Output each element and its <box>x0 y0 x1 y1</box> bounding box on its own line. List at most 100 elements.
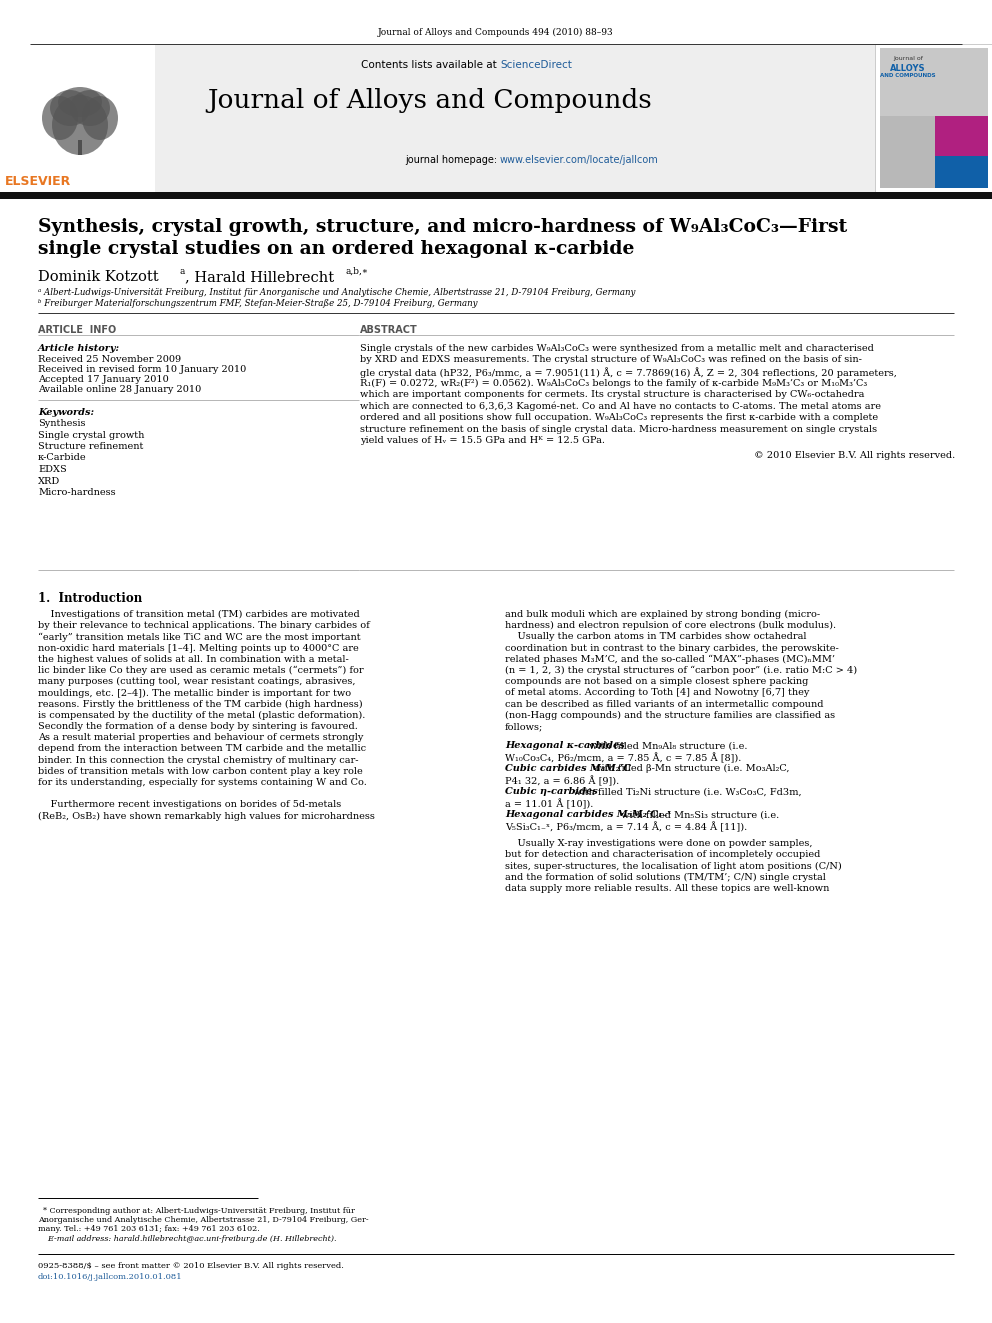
Text: but for detection and characterisation of incompletely occupied: but for detection and characterisation o… <box>505 851 820 860</box>
Text: ᵇ Freiburger Materialforschungszentrum FMF, Stefan-Meier-Straße 25, D-79104 Frei: ᵇ Freiburger Materialforschungszentrum F… <box>38 299 477 308</box>
Text: for its understanding, especially for systems containing W and Co.: for its understanding, especially for sy… <box>38 778 367 787</box>
Text: compounds are not based on a simple closest sphere packing: compounds are not based on a simple clos… <box>505 677 808 687</box>
Text: Accepted 17 January 2010: Accepted 17 January 2010 <box>38 374 169 384</box>
Bar <box>935 156 988 188</box>
Text: Available online 28 January 2010: Available online 28 January 2010 <box>38 385 201 394</box>
Text: 0925-8388/$ – see front matter © 2010 Elsevier B.V. All rights reserved.: 0925-8388/$ – see front matter © 2010 El… <box>38 1262 344 1270</box>
Text: W₁₀Co₃C₄, P6₂/mcm, a = 7.85 Å, c = 7.85 Å [8]).: W₁₀Co₃C₄, P6₂/mcm, a = 7.85 Å, c = 7.85 … <box>505 753 741 763</box>
Text: Journal of: Journal of <box>893 56 923 61</box>
Text: doi:10.1016/j.jallcom.2010.01.081: doi:10.1016/j.jallcom.2010.01.081 <box>38 1273 183 1281</box>
Ellipse shape <box>50 90 90 126</box>
Text: XRD: XRD <box>38 476 61 486</box>
Text: Journal of Alloys and Compounds 494 (2010) 88–93: Journal of Alloys and Compounds 494 (201… <box>378 28 614 37</box>
Text: * Corresponding author at: Albert-Ludwigs-Universität Freiburg, Institut für: * Corresponding author at: Albert-Ludwig… <box>38 1207 355 1215</box>
Text: Contents lists available at: Contents lists available at <box>361 60 500 70</box>
Text: gle crystal data (hP32, P6₃/mmc, a = 7.9051(11) Å, c = 7.7869(16) Å, Z = 2, 304 : gle crystal data (hP32, P6₃/mmc, a = 7.9… <box>360 366 897 378</box>
Text: Usually X-ray investigations were done on powder samples,: Usually X-ray investigations were done o… <box>505 839 812 848</box>
Text: by XRD and EDXS measurements. The crystal structure of W₉Al₃CoC₃ was refined on : by XRD and EDXS measurements. The crysta… <box>360 356 862 365</box>
Text: Structure refinement: Structure refinement <box>38 442 144 451</box>
Text: Synthesis: Synthesis <box>38 419 85 429</box>
Bar <box>0 192 992 198</box>
Text: Received 25 November 2009: Received 25 November 2009 <box>38 355 182 364</box>
Ellipse shape <box>58 87 102 116</box>
Text: with filled β-Mn structure (i.e. Mo₃Al₂C,: with filled β-Mn structure (i.e. Mo₃Al₂C… <box>590 765 790 774</box>
Ellipse shape <box>42 97 78 140</box>
Text: Micro-hardness: Micro-hardness <box>38 488 116 497</box>
Text: Received in revised form 10 January 2010: Received in revised form 10 January 2010 <box>38 365 246 374</box>
Text: R₁(F) = 0.0272, wR₂(F²) = 0.0562). W₉Al₃CoC₃ belongs to the family of κ-carbide : R₁(F) = 0.0272, wR₂(F²) = 0.0562). W₉Al₃… <box>360 378 867 388</box>
Text: Furthermore recent investigations on borides of 5d-metals: Furthermore recent investigations on bor… <box>38 800 341 810</box>
Text: ALLOYS: ALLOYS <box>890 64 926 73</box>
Text: © 2010 Elsevier B.V. All rights reserved.: © 2010 Elsevier B.V. All rights reserved… <box>754 451 955 460</box>
Ellipse shape <box>82 97 118 140</box>
Ellipse shape <box>52 95 108 155</box>
Text: hardness) and electron repulsion of core electrons (bulk modulus).: hardness) and electron repulsion of core… <box>505 622 836 630</box>
Text: bides of transition metals with low carbon content play a key role: bides of transition metals with low carb… <box>38 767 363 775</box>
Text: ScienceDirect: ScienceDirect <box>500 60 571 70</box>
Text: many purposes (cutting tool, wear resistant coatings, abrasives,: many purposes (cutting tool, wear resist… <box>38 677 355 687</box>
Text: many. Tel.: +49 761 203 6131; fax: +49 761 203 6102.: many. Tel.: +49 761 203 6131; fax: +49 7… <box>38 1225 260 1233</box>
Text: with filled Ti₂Ni structure (i.e. W₃Co₃C, Fd3m,: with filled Ti₂Ni structure (i.e. W₃Co₃C… <box>569 787 802 796</box>
Bar <box>0 44 155 192</box>
Text: Keywords:: Keywords: <box>38 407 94 417</box>
Text: with filled Mn₉Al₈ structure (i.e.: with filled Mn₉Al₈ structure (i.e. <box>586 741 748 750</box>
Text: coordination but in contrast to the binary carbides, the perowskite-: coordination but in contrast to the bina… <box>505 643 839 652</box>
Text: follows;: follows; <box>505 722 544 732</box>
Text: Synthesis, crystal growth, structure, and micro-hardness of W₉Al₃CoC₃—First: Synthesis, crystal growth, structure, an… <box>38 218 847 235</box>
Text: can be described as filled variants of an intermetallic compound: can be described as filled variants of a… <box>505 700 823 709</box>
Text: ordered and all positions show full occupation. W₉Al₃CoC₃ represents the first κ: ordered and all positions show full occu… <box>360 413 878 422</box>
Polygon shape <box>78 140 82 155</box>
Text: As a result material properties and behaviour of cermets strongly: As a result material properties and beha… <box>38 733 363 742</box>
Text: Dominik Kotzott: Dominik Kotzott <box>38 270 159 284</box>
Text: the highest values of solids at all. In combination with a metal-: the highest values of solids at all. In … <box>38 655 349 664</box>
Text: by their relevance to technical applications. The binary carbides of: by their relevance to technical applicat… <box>38 622 370 630</box>
Text: EDXS: EDXS <box>38 464 66 474</box>
Text: and the formation of solid solutions (TM/TM’; C/N) single crystal: and the formation of solid solutions (TM… <box>505 873 826 882</box>
Bar <box>0 44 992 192</box>
Text: of metal atoms. According to Toth [4] and Nowotny [6,7] they: of metal atoms. According to Toth [4] an… <box>505 688 809 697</box>
Text: κ-Carbide: κ-Carbide <box>38 454 86 463</box>
Text: (n = 1, 2, 3) the crystal structures of “carbon poor” (i.e. ratio M:C > 4): (n = 1, 2, 3) the crystal structures of … <box>505 665 857 675</box>
Text: data supply more reliable results. All these topics are well-known: data supply more reliable results. All t… <box>505 884 829 893</box>
Text: ARTICLE  INFO: ARTICLE INFO <box>38 325 116 335</box>
Bar <box>880 116 935 188</box>
Text: and bulk moduli which are explained by strong bonding (micro-: and bulk moduli which are explained by s… <box>505 610 820 619</box>
Text: ELSEVIER: ELSEVIER <box>5 175 71 188</box>
Text: Investigations of transition metal (TM) carbides are motivated: Investigations of transition metal (TM) … <box>38 610 360 619</box>
Text: Single crystal growth: Single crystal growth <box>38 430 145 439</box>
Text: yield values of Hᵥ = 15.5 GPa and Hᴷ = 12.5 GPa.: yield values of Hᵥ = 15.5 GPa and Hᴷ = 1… <box>360 437 605 445</box>
Text: Article history:: Article history: <box>38 344 120 353</box>
Text: , Harald Hillebrecht: , Harald Hillebrecht <box>185 270 334 284</box>
Text: non-oxidic hard materials [1–4]. Melting points up to 4000°C are: non-oxidic hard materials [1–4]. Melting… <box>38 643 359 652</box>
Text: a: a <box>179 267 185 277</box>
Text: www.elsevier.com/locate/jallcom: www.elsevier.com/locate/jallcom <box>500 155 659 165</box>
Text: Journal of Alloys and Compounds: Journal of Alloys and Compounds <box>207 89 653 112</box>
Text: Cubic η-carbides: Cubic η-carbides <box>505 787 598 796</box>
Text: a = 11.01 Å [10]).: a = 11.01 Å [10]). <box>505 799 593 810</box>
Text: which are important components for cermets. Its crystal structure is characteris: which are important components for cerme… <box>360 390 864 400</box>
Text: lic binder like Co they are used as ceramic metals (“cermets”) for: lic binder like Co they are used as cera… <box>38 665 364 675</box>
Text: Single crystals of the new carbides W₉Al₃CoC₃ were synthesized from a metallic m: Single crystals of the new carbides W₉Al… <box>360 344 874 353</box>
Bar <box>5 48 150 156</box>
Text: Hexagonal κ-carbides: Hexagonal κ-carbides <box>505 741 625 750</box>
Text: Cubic carbides M₈M₂’C: Cubic carbides M₈M₂’C <box>505 765 631 773</box>
Text: with filled Mn₅Si₃ structure (i.e.: with filled Mn₅Si₃ structure (i.e. <box>618 810 780 819</box>
Text: single crystal studies on an ordered hexagonal κ-carbide: single crystal studies on an ordered hex… <box>38 239 634 258</box>
Text: Usually the carbon atoms in TM carbides show octahedral: Usually the carbon atoms in TM carbides … <box>505 632 806 642</box>
Text: journal homepage:: journal homepage: <box>405 155 500 165</box>
Text: “early” transition metals like TiC and WC are the most important: “early” transition metals like TiC and W… <box>38 632 361 642</box>
Text: Anorganische und Analytische Chemie, Albertstrasse 21, D-79104 Freiburg, Ger-: Anorganische und Analytische Chemie, Alb… <box>38 1216 369 1224</box>
Text: V₅Si₃C₁₋ˣ, P6₃/mcm, a = 7.14 Å, c = 4.84 Å [11]).: V₅Si₃C₁₋ˣ, P6₃/mcm, a = 7.14 Å, c = 4.84… <box>505 822 747 832</box>
Text: harald.hillebrecht@ac.uni-freiburg.de (H. Hillebrecht).: harald.hillebrecht@ac.uni-freiburg.de (H… <box>38 1246 261 1254</box>
Text: binder. In this connection the crystal chemistry of multinary car-: binder. In this connection the crystal c… <box>38 755 358 765</box>
Text: mouldings, etc. [2–4]). The metallic binder is important for two: mouldings, etc. [2–4]). The metallic bin… <box>38 688 351 697</box>
Text: sites, super-structures, the localisation of light atom positions (C/N): sites, super-structures, the localisatio… <box>505 861 842 871</box>
Bar <box>935 116 988 156</box>
Text: ABSTRACT: ABSTRACT <box>360 325 418 335</box>
Text: Hexagonal carbides M₅M₂’C₁₋ˣ: Hexagonal carbides M₅M₂’C₁₋ˣ <box>505 810 671 819</box>
Text: E-mail address: harald.hillebrecht@ac.uni-freiburg.de (H. Hillebrecht).: E-mail address: harald.hillebrecht@ac.un… <box>38 1234 336 1244</box>
Text: reasons. Firstly the brittleness of the TM carbide (high hardness): reasons. Firstly the brittleness of the … <box>38 700 363 709</box>
Bar <box>155 44 875 192</box>
Text: a,b,∗: a,b,∗ <box>345 267 368 277</box>
Text: Secondly the formation of a dense body by sintering is favoured.: Secondly the formation of a dense body b… <box>38 722 358 732</box>
